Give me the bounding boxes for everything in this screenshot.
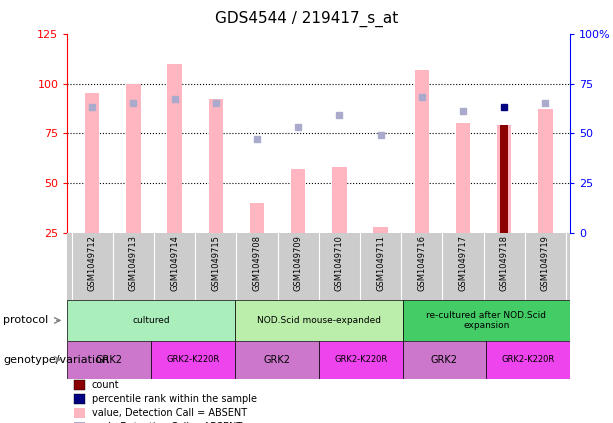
Bar [249, 203, 264, 233]
Bar [319, 341, 403, 379]
Bar [74, 421, 85, 423]
Text: GDS4544 / 219417_s_at: GDS4544 / 219417_s_at [215, 11, 398, 27]
Text: GSM1049715: GSM1049715 [211, 235, 220, 291]
Text: percentile rank within the sample: percentile rank within the sample [92, 394, 257, 404]
Bar [167, 63, 182, 233]
Bar [403, 300, 570, 341]
Text: GSM1049717: GSM1049717 [459, 235, 468, 291]
Text: count: count [92, 380, 120, 390]
Text: GRK2: GRK2 [431, 354, 458, 365]
Text: NOD.Scid mouse-expanded: NOD.Scid mouse-expanded [257, 316, 381, 325]
Bar [74, 380, 85, 390]
Bar [85, 93, 99, 233]
Bar [151, 341, 235, 379]
Text: GSM1049716: GSM1049716 [417, 235, 426, 291]
Text: rank, Detection Call = ABSENT: rank, Detection Call = ABSENT [92, 422, 242, 423]
Bar [235, 341, 319, 379]
Text: GSM1049711: GSM1049711 [376, 235, 385, 291]
Bar [403, 341, 486, 379]
Text: GSM1049710: GSM1049710 [335, 235, 344, 291]
Text: GRK2-K220R: GRK2-K220R [334, 355, 387, 364]
Text: GRK2-K220R: GRK2-K220R [167, 355, 219, 364]
Bar [74, 393, 85, 404]
Text: GSM1049718: GSM1049718 [500, 235, 509, 291]
Text: GSM1049714: GSM1049714 [170, 235, 179, 291]
Bar [67, 341, 151, 379]
Text: genotype/variation: genotype/variation [3, 354, 109, 365]
Bar [414, 70, 429, 233]
Text: GSM1049719: GSM1049719 [541, 235, 550, 291]
Bar [332, 167, 346, 233]
Text: protocol: protocol [3, 316, 48, 325]
Bar [373, 227, 388, 233]
Bar [500, 125, 509, 233]
Bar [67, 300, 235, 341]
Bar [538, 110, 552, 233]
Bar [74, 408, 85, 418]
Text: GSM1049709: GSM1049709 [294, 235, 303, 291]
Text: GRK2-K220R: GRK2-K220R [501, 355, 555, 364]
Text: GSM1049708: GSM1049708 [253, 235, 262, 291]
Bar [235, 300, 403, 341]
Bar [208, 99, 223, 233]
Bar [291, 169, 305, 233]
Text: GRK2: GRK2 [264, 354, 291, 365]
Text: GRK2: GRK2 [96, 354, 123, 365]
Bar [455, 124, 470, 233]
Bar [486, 341, 570, 379]
Bar [126, 84, 140, 233]
Text: GSM1049712: GSM1049712 [88, 235, 97, 291]
Text: value, Detection Call = ABSENT: value, Detection Call = ABSENT [92, 408, 247, 418]
Bar [497, 125, 511, 233]
Text: cultured: cultured [132, 316, 170, 325]
Text: re-cultured after NOD.Scid
expansion: re-cultured after NOD.Scid expansion [426, 311, 546, 330]
Text: GSM1049713: GSM1049713 [129, 235, 138, 291]
